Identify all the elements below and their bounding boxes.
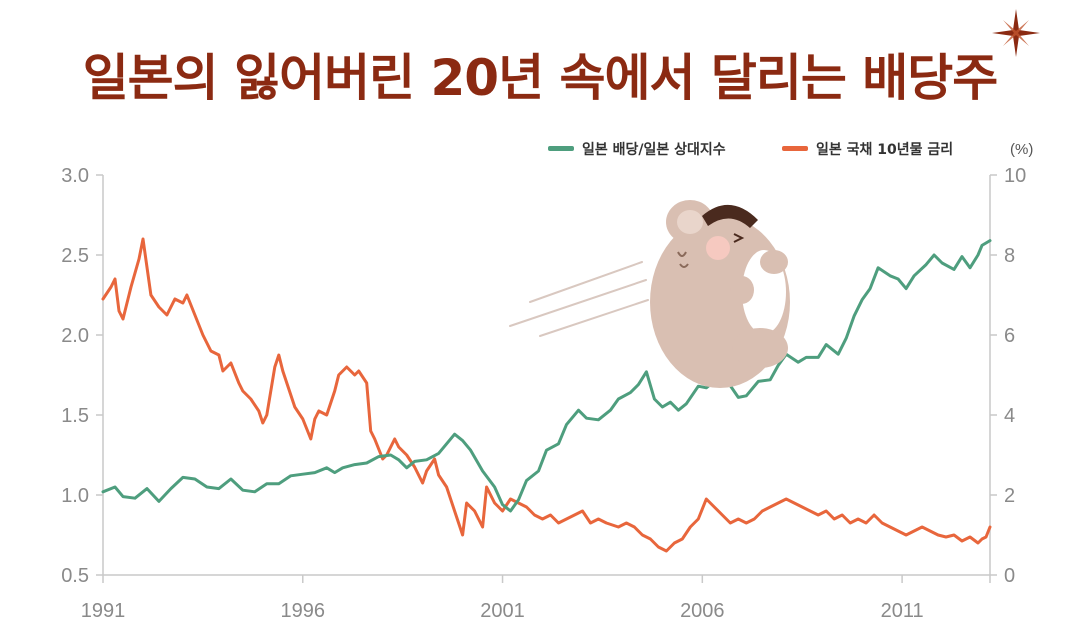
legend-label-series2: 일본 국채 10년물 금리 (816, 142, 953, 158)
bear-mascot-icon (509, 200, 790, 388)
left-tick-label: 3.0 (61, 165, 89, 187)
left-tick-label: 2.5 (61, 245, 89, 267)
legend-swatch-series1 (548, 146, 574, 151)
right-tick-label: 2 (1004, 485, 1015, 507)
series-line-dividend-relative-index (101, 239, 992, 513)
legend: 일본 배당/일본 상대지수 일본 국채 10년물 금리 (%) (548, 141, 1033, 158)
left-tick-label: 1.5 (61, 405, 89, 427)
legend-label-series1: 일본 배당/일본 상대지수 (582, 141, 726, 158)
x-tick-label: 2006 (680, 600, 725, 622)
x-tick-label: 2011 (881, 600, 924, 622)
legend-swatch-series2 (782, 146, 808, 151)
x-tick-label: 2001 (480, 600, 525, 622)
series-line-jgb-10y-yield (101, 237, 992, 553)
right-tick-label: 6 (1004, 325, 1015, 347)
left-tick-label: 2.0 (61, 325, 89, 347)
sparkle-icon (992, 9, 1040, 57)
tick-labels: 0.5 1.0 1.5 2.0 2.5 3.0 0 2 4 6 8 10 1991 1996 2001 200… (61, 165, 1026, 622)
motion-lines (509, 261, 649, 337)
x-tick-label: 1991 (81, 600, 126, 622)
right-tick-label: 4 (1004, 405, 1015, 427)
series-lines (101, 237, 992, 553)
right-axis-unit: (%) (1010, 141, 1033, 158)
right-tick-label: 0 (1004, 565, 1015, 587)
right-tick-label: 10 (1004, 165, 1026, 187)
chart-title: 일본의 잃어버린 20년 속에서 달리는 배당주 (82, 49, 999, 107)
x-tick-label: 1996 (281, 600, 326, 622)
left-tick-label: 1.0 (61, 485, 89, 507)
right-tick-label: 8 (1004, 245, 1015, 267)
left-tick-label: 0.5 (61, 565, 89, 587)
